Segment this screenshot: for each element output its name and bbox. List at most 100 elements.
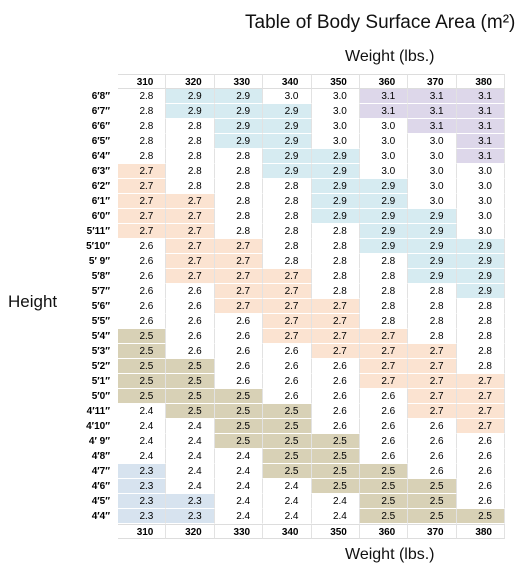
cell: 2.7 <box>263 269 312 284</box>
cell: 2.6 <box>359 389 409 404</box>
column-header: 370 <box>408 524 457 539</box>
row-label: 6′0″ <box>91 211 110 222</box>
cell: 3.1 <box>456 119 505 134</box>
cell: 3.0 <box>311 119 360 134</box>
cell: 2.8 <box>456 344 505 359</box>
cell: 2.8 <box>263 254 312 269</box>
cell: 2.9 <box>263 149 312 164</box>
cell: 2.8 <box>311 284 360 299</box>
cell: 2.5 <box>263 434 312 449</box>
cell: 2.8 <box>214 224 264 239</box>
cell: 2.5 <box>359 494 409 509</box>
cell: 2.8 <box>214 209 264 224</box>
cell: 2.4 <box>118 404 167 419</box>
cell: 2.6 <box>214 329 264 344</box>
cell: 2.8 <box>408 314 457 329</box>
cell: 2.8 <box>118 119 167 134</box>
cell: 2.4 <box>166 449 215 464</box>
cell: 3.0 <box>311 89 360 104</box>
row-label: 5′11″ <box>86 226 110 237</box>
cell: 2.5 <box>263 464 312 479</box>
cell: 2.8 <box>311 254 360 269</box>
cell: 2.8 <box>408 284 457 299</box>
cell: 2.5 <box>118 374 167 389</box>
cell: 2.6 <box>263 344 312 359</box>
cell: 2.6 <box>166 329 215 344</box>
cell: 2.8 <box>456 314 505 329</box>
cell: 2.3 <box>118 479 167 494</box>
cell: 2.9 <box>311 149 360 164</box>
cell: 2.7 <box>408 359 457 374</box>
cell: 2.5 <box>118 389 167 404</box>
cell: 2.4 <box>214 494 264 509</box>
row-label: 6′5″ <box>91 136 110 147</box>
row-label: 5′ 9″ <box>88 256 110 267</box>
cell: 2.5 <box>408 509 457 524</box>
cell: 3.0 <box>263 89 312 104</box>
cell: 2.6 <box>408 419 457 434</box>
cell: 2.8 <box>214 149 264 164</box>
row-label: 6′4″ <box>91 151 110 162</box>
cell: 2.5 <box>214 419 264 434</box>
cell: 2.6 <box>118 254 167 269</box>
cell: 2.3 <box>166 509 215 524</box>
cell: 2.9 <box>166 104 215 119</box>
cell: 2.7 <box>118 164 167 179</box>
column-header: 330 <box>214 74 264 89</box>
cell: 2.7 <box>408 404 457 419</box>
cell: 2.9 <box>359 209 409 224</box>
column-header: 350 <box>311 74 360 89</box>
cell: 2.7 <box>166 239 215 254</box>
cell: 2.9 <box>263 104 312 119</box>
cell: 3.1 <box>456 149 505 164</box>
cell: 2.6 <box>263 374 312 389</box>
row-label: 6′8″ <box>91 91 110 102</box>
cell: 3.1 <box>456 89 505 104</box>
cell: 2.6 <box>166 284 215 299</box>
cell: 2.5 <box>118 359 167 374</box>
row-label: 5′8″ <box>91 271 110 282</box>
cell: 2.5 <box>408 494 457 509</box>
cell: 2.7 <box>263 314 312 329</box>
cell: 2.7 <box>359 329 409 344</box>
cell: 2.6 <box>408 464 457 479</box>
cell: 2.9 <box>214 104 264 119</box>
cell: 2.6 <box>166 314 215 329</box>
row-label: 4′4″ <box>91 511 110 522</box>
cell: 2.8 <box>118 89 167 104</box>
column-header: 310 <box>118 524 167 539</box>
cell: 2.7 <box>214 254 264 269</box>
cell: 2.4 <box>166 434 215 449</box>
cell: 2.5 <box>166 374 215 389</box>
cell: 2.6 <box>456 494 505 509</box>
cell: 2.8 <box>311 224 360 239</box>
row-label: 6′6″ <box>91 121 110 132</box>
cell: 2.5 <box>408 479 457 494</box>
cell: 2.5 <box>263 419 312 434</box>
cell: 2.6 <box>311 359 360 374</box>
cell: 3.0 <box>408 164 457 179</box>
cell: 3.1 <box>456 134 505 149</box>
cell: 2.4 <box>311 509 360 524</box>
cell: 2.6 <box>456 479 505 494</box>
cell: 2.8 <box>456 329 505 344</box>
cell: 2.5 <box>359 464 409 479</box>
cell: 2.8 <box>359 254 409 269</box>
row-label: 5′7″ <box>91 286 110 297</box>
cell: 2.5 <box>311 464 360 479</box>
cell: 2.6 <box>118 269 167 284</box>
cell: 2.3 <box>118 509 167 524</box>
cell: 3.1 <box>359 89 409 104</box>
cell: 2.3 <box>118 494 167 509</box>
cell: 2.9 <box>311 209 360 224</box>
cell: 2.7 <box>263 284 312 299</box>
row-label: 5′0″ <box>91 391 110 402</box>
cell: 2.8 <box>359 284 409 299</box>
bsa-table: 310 320 330 340 350 360 370 380 2.8 2.9 2.9 3.0 3.0 3… <box>118 74 505 539</box>
cell: 3.0 <box>456 224 505 239</box>
cell: 2.9 <box>359 179 409 194</box>
cell: 2.5 <box>311 449 360 464</box>
column-header: 340 <box>263 524 312 539</box>
row-label: 5′5″ <box>91 316 110 327</box>
